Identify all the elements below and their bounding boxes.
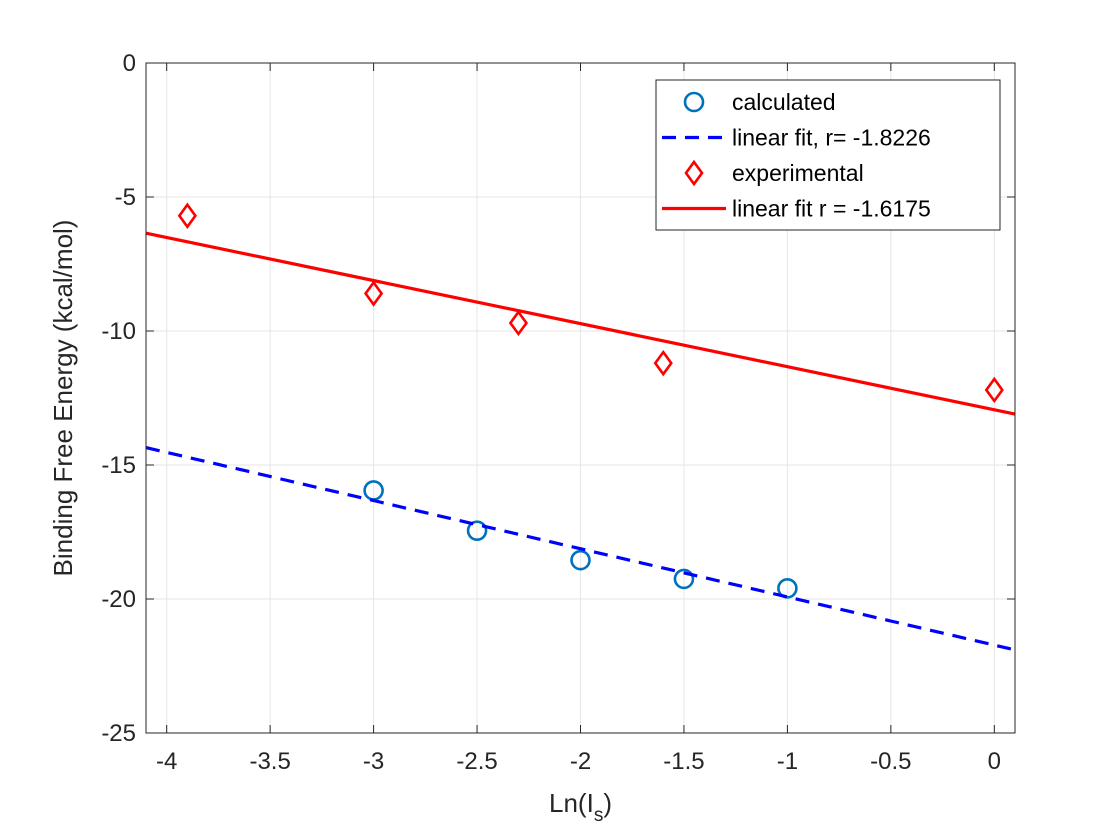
experimental-point	[363, 280, 384, 307]
experimental-point	[508, 309, 529, 337]
legend-experimental: experimental	[684, 159, 864, 187]
plot-series	[145, 202, 1016, 652]
y-tick-label: 0	[123, 50, 136, 77]
calculated-point	[570, 549, 591, 571]
calculated-point	[777, 577, 798, 599]
axis-ticks	[146, 62, 1015, 734]
legend-experimental-fit: linear fit r = -1.6175	[662, 196, 931, 222]
y-tick-label: -10	[101, 318, 136, 345]
y-tick-label: -15	[101, 452, 136, 479]
legend-calculated-fit: linear fit, r= -1.8226	[662, 125, 931, 151]
experimental-fit-line	[145, 231, 1016, 416]
x-tick-label: -4	[156, 748, 177, 775]
legend: calculated linear fit, r= -1.8226 experime…	[655, 79, 1001, 231]
legend-diamond-marker	[684, 159, 704, 187]
x-tick-label: -3	[363, 748, 384, 775]
x-tick-label: 0	[988, 748, 1001, 775]
legend-label: calculated	[732, 89, 836, 115]
x-axis-label-subscript: s	[594, 805, 604, 826]
y-tick-label: -20	[101, 586, 136, 613]
experimental-point	[653, 349, 673, 377]
calculated-point	[673, 568, 695, 590]
x-tick-label: -3.5	[249, 748, 290, 775]
x-tick-label: -1	[777, 748, 798, 775]
calculated-point	[466, 520, 488, 541]
x-axis-label: Ln(Is)	[549, 788, 612, 826]
legend-label: linear fit r = -1.6175	[732, 196, 931, 222]
x-tick-label: -2.5	[456, 748, 497, 775]
axis-tick-labels: -4 -3.5 -3 -2.5 -2 -1.5 -1 -0.5 0 0 -5 -10 -15 -20 -25	[101, 50, 1001, 775]
y-axis-label: Binding Free Energy (kcal/mol)	[48, 220, 78, 577]
legend-circle-marker	[683, 91, 705, 113]
y-tick-label: -25	[101, 720, 136, 747]
calculated-fit-line	[145, 446, 1016, 652]
x-tick-label: -1.5	[663, 748, 704, 775]
legend-calculated: calculated	[683, 89, 836, 115]
legend-label: experimental	[732, 160, 864, 186]
legend-box	[655, 79, 1001, 231]
x-tick-label: -0.5	[870, 748, 911, 775]
experimental-point	[984, 376, 1004, 404]
legend-label: linear fit, r= -1.8226	[732, 125, 931, 151]
x-tick-label: -2	[570, 748, 591, 775]
experimental-point	[177, 202, 197, 229]
y-tick-label: -5	[115, 184, 136, 211]
